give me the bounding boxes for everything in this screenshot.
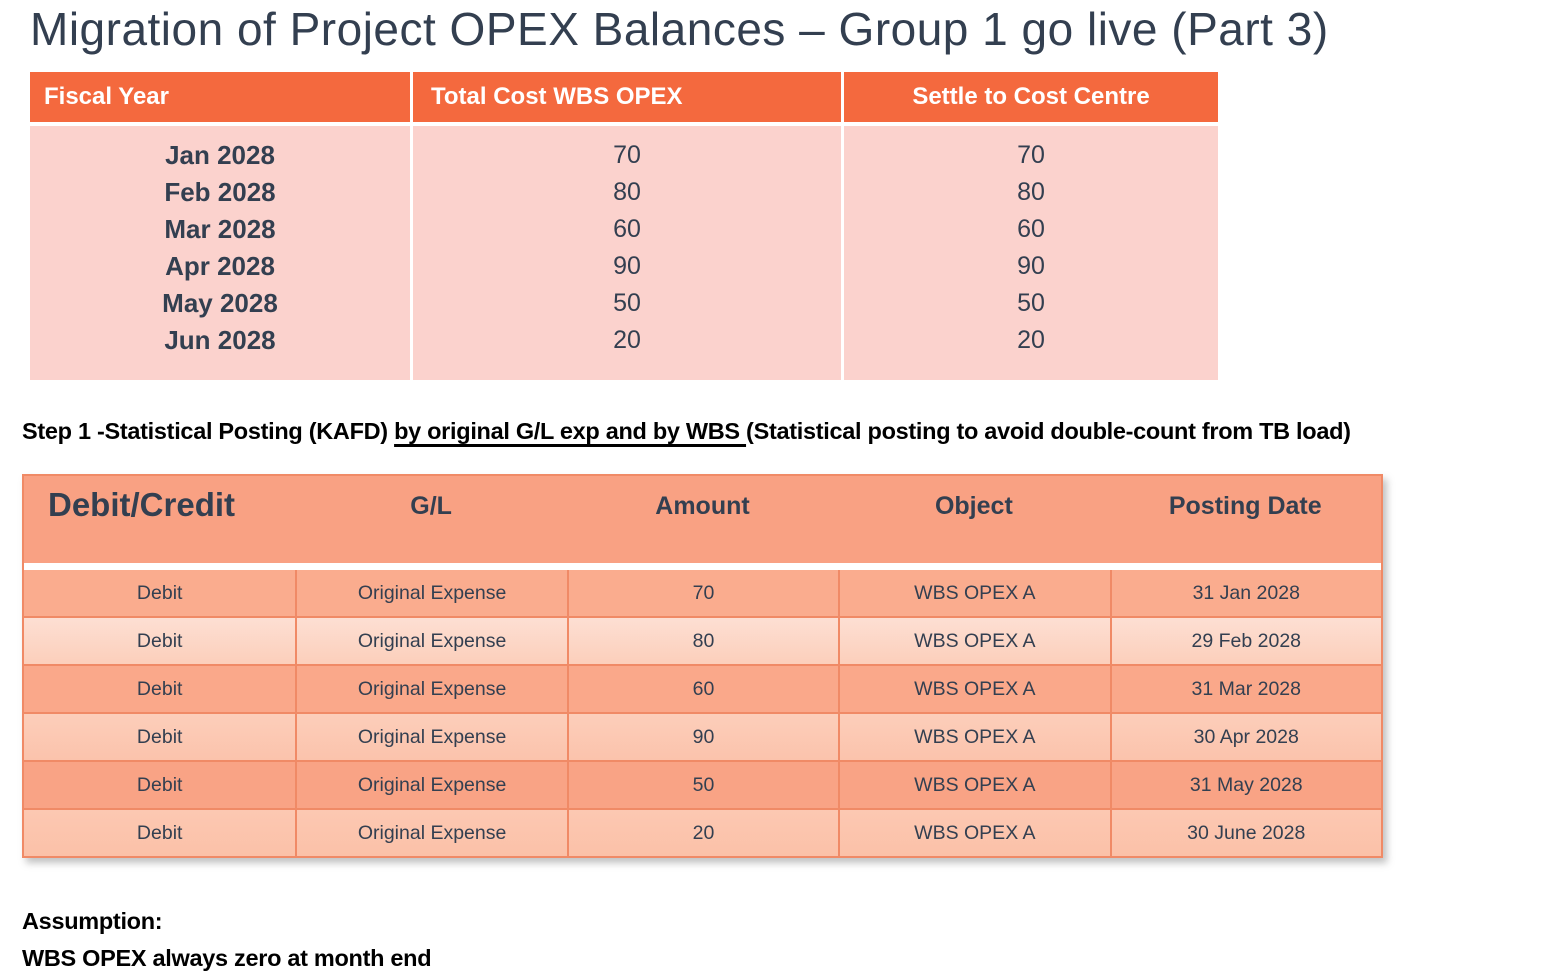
total-cost-cell: 80	[613, 178, 641, 206]
posting-table-row: Debit Original Expense 20 WBS OPEX A 30 …	[24, 808, 1381, 856]
total-cost-cell: 60	[613, 215, 641, 243]
debit-credit-cell: Debit	[136, 677, 183, 700]
fiscal-year-cell: Jan 2028	[165, 140, 275, 170]
total-cost-cell: 70	[613, 141, 641, 169]
posting-date-cell: 31 Mar 2028	[1109, 666, 1381, 712]
amount-cell: 20	[566, 810, 838, 856]
fiscal-year-cell: May 2028	[162, 288, 278, 318]
fiscal-year-cell: Mar 2028	[164, 214, 276, 244]
summary-column-total-cost: 70 80 60 90 50 20	[410, 126, 841, 380]
step1-caption: Step 1 -Statistical Posting (KAFD) by or…	[22, 418, 1542, 445]
gl-cell: Original Expense	[295, 666, 566, 712]
settle-cell: 20	[1017, 326, 1045, 354]
amount-cell: 70	[566, 570, 838, 616]
page-title: Migration of Project OPEX Balances – Gro…	[30, 3, 1329, 55]
assumption-text: WBS OPEX always zero at month end	[22, 945, 432, 971]
posting-table-row: Debit Original Expense 80 WBS OPEX A 29 …	[24, 616, 1381, 664]
settle-cell: 90	[1017, 252, 1045, 280]
fiscal-year-cell: Jun 2028	[164, 325, 276, 355]
step1-caption-underlined: by original G/L exp and by WBS	[394, 418, 747, 444]
total-cost-cell: 50	[613, 289, 641, 317]
settle-cell: 50	[1017, 289, 1045, 317]
settle-cell: 70	[1017, 141, 1045, 169]
total-cost-cell: 90	[613, 252, 641, 280]
object-cell: WBS OPEX A	[838, 810, 1109, 856]
posting-date-cell: 31 May 2028	[1109, 762, 1381, 808]
summary-header-fiscal-year: Fiscal Year	[30, 72, 410, 122]
debit-credit-cell: Debit	[136, 773, 183, 796]
summary-header-settle: Settle to Cost Centre	[841, 72, 1218, 122]
fiscal-year-cell: Feb 2028	[164, 177, 276, 207]
assumption-label: Assumption:	[22, 908, 163, 934]
object-cell: WBS OPEX A	[838, 666, 1109, 712]
posting-table-row: Debit Original Expense 70 WBS OPEX A 31 …	[24, 570, 1381, 616]
posting-table-header-row: Debit/Credit G/L Amount Object Posting D…	[24, 476, 1381, 570]
amount-cell: 90	[566, 714, 838, 760]
posting-table-row: Debit Original Expense 50 WBS OPEX A 31 …	[24, 760, 1381, 808]
object-cell: WBS OPEX A	[838, 570, 1109, 616]
posting-header-gl: G/L	[410, 492, 452, 520]
summary-column-fiscal-year: Jan 2028 Feb 2028 Mar 2028 Apr 2028 May …	[30, 126, 410, 380]
debit-credit-cell: Debit	[136, 821, 183, 844]
gl-cell: Original Expense	[295, 570, 566, 616]
posting-date-cell: 29 Feb 2028	[1109, 618, 1381, 664]
gl-cell: Original Expense	[295, 618, 566, 664]
amount-cell: 80	[566, 618, 838, 664]
object-cell: WBS OPEX A	[838, 714, 1109, 760]
summary-table: Fiscal Year Total Cost WBS OPEX Settle t…	[30, 72, 1218, 380]
summary-table-body: Jan 2028 Feb 2028 Mar 2028 Apr 2028 May …	[30, 126, 1218, 380]
gl-cell: Original Expense	[295, 762, 566, 808]
settle-cell: 60	[1017, 215, 1045, 243]
amount-cell: 60	[566, 666, 838, 712]
object-cell: WBS OPEX A	[838, 762, 1109, 808]
posting-header-posting-date: Posting Date	[1168, 492, 1322, 520]
posting-date-cell: 31 Jan 2028	[1109, 570, 1381, 616]
step1-caption-suffix: (Statistical posting to avoid double-cou…	[746, 418, 1351, 444]
summary-table-header-row: Fiscal Year Total Cost WBS OPEX Settle t…	[30, 72, 1218, 122]
posting-date-cell: 30 June 2028	[1109, 810, 1381, 856]
debit-credit-cell: Debit	[136, 581, 183, 604]
summary-column-settle: 70 80 60 90 50 20	[841, 126, 1218, 380]
object-cell: WBS OPEX A	[838, 618, 1109, 664]
debit-credit-cell: Debit	[136, 725, 183, 748]
settle-cell: 80	[1017, 178, 1045, 206]
amount-cell: 50	[566, 762, 838, 808]
posting-header-object: Object	[934, 492, 1013, 520]
posting-table: Debit/Credit G/L Amount Object Posting D…	[22, 474, 1383, 858]
step1-caption-prefix: Step 1 -Statistical Posting (KAFD)	[22, 418, 395, 444]
summary-header-total-cost: Total Cost WBS OPEX	[410, 72, 841, 122]
posting-header-amount: Amount	[655, 492, 750, 520]
total-cost-cell: 20	[613, 326, 641, 354]
assumption-note: Assumption: WBS OPEX always zero at mont…	[22, 903, 432, 977]
posting-header-debit-credit: Debit/Credit	[48, 486, 236, 523]
gl-cell: Original Expense	[295, 810, 566, 856]
gl-cell: Original Expense	[295, 714, 566, 760]
posting-date-cell: 30 Apr 2028	[1109, 714, 1381, 760]
debit-credit-cell: Debit	[136, 629, 183, 652]
posting-table-row: Debit Original Expense 90 WBS OPEX A 30 …	[24, 712, 1381, 760]
posting-table-row: Debit Original Expense 60 WBS OPEX A 31 …	[24, 664, 1381, 712]
fiscal-year-cell: Apr 2028	[165, 251, 275, 281]
